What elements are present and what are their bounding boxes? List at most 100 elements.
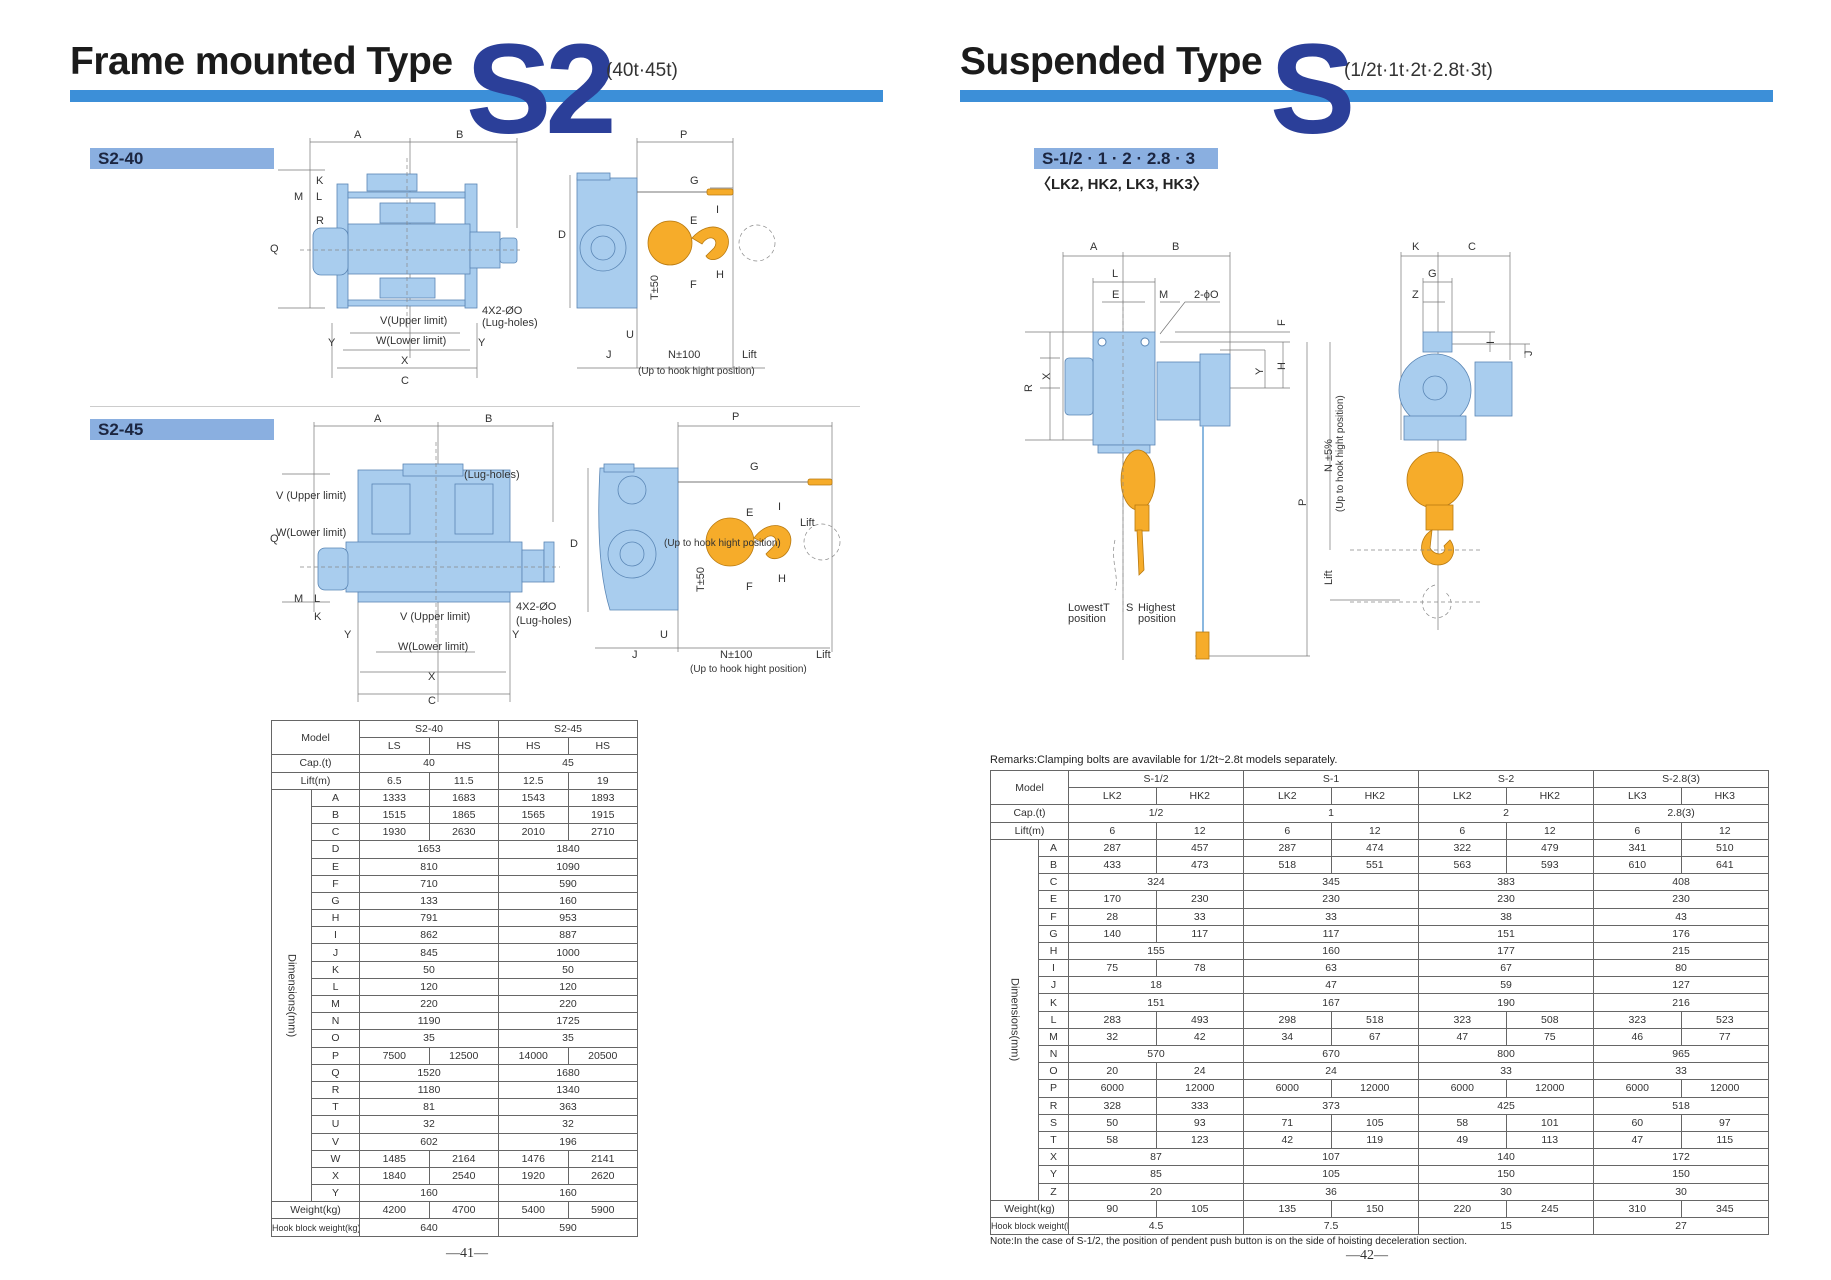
highest-label-2: position	[1138, 613, 1176, 625]
dimension-row: V 602 196	[272, 1132, 639, 1151]
value-cell: 1333	[359, 788, 430, 807]
value-cell: 2	[1418, 804, 1595, 823]
value-cell: 493	[1155, 1010, 1245, 1029]
dimension-key: X	[310, 1166, 361, 1186]
value-cell: 670	[1243, 1044, 1420, 1064]
dim-i: I	[1485, 341, 1497, 344]
dimension-key: X	[1037, 1148, 1070, 1167]
value-cell: 220	[359, 994, 500, 1014]
value-cell: 1865	[428, 805, 500, 825]
value-cell: 75	[1505, 1027, 1595, 1047]
model-group-header: S-2	[1418, 769, 1595, 789]
lowest-label-2: position	[1068, 613, 1106, 625]
value-cell: 80	[1593, 959, 1770, 978]
value-cell: 593	[1505, 855, 1595, 875]
value-cell: 6	[1243, 821, 1332, 840]
dimension-key: I	[1037, 959, 1070, 978]
dim-l: L	[314, 593, 320, 605]
value-cell: 1725	[498, 1012, 639, 1031]
dimension-row: G 140 117 117 151 176	[991, 924, 1770, 943]
value-cell: 101	[1505, 1113, 1595, 1132]
dimension-row: T 81 363	[272, 1098, 639, 1117]
value-cell: 32	[1068, 1027, 1157, 1047]
dim-b: B	[456, 129, 463, 141]
value-cell: 1680	[498, 1063, 639, 1082]
value-cell: 15	[1418, 1216, 1595, 1236]
weight-row: Weight(kg) 4200 4700 5400 5900	[270, 1201, 639, 1220]
cap-row: Cap.(t) 1/2 1 2 2.8(3)	[989, 804, 1770, 823]
value-cell: 1/2	[1068, 804, 1245, 823]
value-cell: 6000	[1593, 1079, 1682, 1098]
dim-v: V (Upper limit)	[400, 611, 470, 623]
lift-row: Lift(m) 6.5 11.5 12.5 19	[270, 771, 639, 790]
value-cell: 6000	[1068, 1079, 1157, 1098]
value-cell: 12000	[1680, 1079, 1770, 1098]
left-page-title: Frame mounted Type	[70, 40, 453, 83]
dimension-row: J 845 1000	[272, 943, 639, 962]
value-cell: 590	[498, 1218, 639, 1237]
variant-header: HK3	[1680, 787, 1770, 806]
dim-f: F	[690, 279, 697, 291]
value-cell: 1653	[359, 840, 500, 859]
dimension-key: U	[310, 1115, 361, 1134]
value-cell: 953	[498, 909, 639, 928]
value-cell: 2.8(3)	[1593, 804, 1770, 823]
dim-h: H	[716, 269, 724, 281]
value-cell: 373	[1243, 1096, 1420, 1115]
dim-n: N±100	[668, 349, 700, 361]
value-cell: 33	[1418, 1062, 1595, 1081]
dim-i: I	[778, 501, 781, 513]
value-cell: 77	[1680, 1027, 1770, 1047]
dimension-key: H	[1037, 941, 1070, 961]
dimensions-label: Dimensions(mm)	[990, 838, 1039, 1201]
value-cell: 1840	[359, 1166, 430, 1186]
dimension-key: Y	[1037, 1165, 1070, 1184]
value-cell: 119	[1330, 1130, 1420, 1150]
dimension-row: K 151 167 190 216	[991, 993, 1770, 1012]
value-cell: 59	[1418, 976, 1595, 995]
value-cell: 641	[1680, 855, 1770, 875]
dimension-row: C 324 345 383 408	[991, 873, 1770, 892]
value-cell: 36	[1243, 1182, 1420, 1201]
value-cell: 345	[1680, 1199, 1770, 1218]
dimension-row: Z 20 36 30 30	[991, 1182, 1770, 1201]
value-cell: 105	[1330, 1113, 1420, 1132]
dimension-row: F 28 33 33 38 43	[991, 907, 1770, 926]
dim-w: W(Lower limit)	[376, 335, 446, 347]
hole-spec: 2-ϕO	[1194, 289, 1219, 301]
dim-q: Q	[270, 243, 279, 255]
value-cell: 140	[1418, 1148, 1595, 1167]
value-cell: 1	[1243, 804, 1420, 823]
dimension-key: L	[310, 977, 361, 997]
dimension-row: E 810 1090	[272, 857, 639, 876]
highest-label-1: Highest	[1138, 602, 1175, 614]
dimension-key: E	[310, 857, 361, 876]
value-cell: 363	[498, 1098, 639, 1117]
row-label: Hook block weight(kg)	[270, 1218, 361, 1237]
value-cell: 60	[1593, 1113, 1682, 1132]
value-cell: 28	[1068, 907, 1157, 926]
dim-u: U	[660, 629, 668, 641]
value-cell: 167	[1243, 993, 1420, 1012]
up-to-hook-note: (Up to hook hight position)	[690, 664, 807, 675]
dim-g: G	[750, 461, 759, 473]
value-cell: 49	[1418, 1130, 1507, 1150]
value-cell: 85	[1068, 1165, 1245, 1184]
side-view: K C G Z I J	[1350, 241, 1535, 630]
dimension-key: H	[310, 909, 361, 928]
dim-lift: Lift	[1323, 570, 1335, 585]
dimension-key: K	[1037, 993, 1070, 1012]
value-cell: 33	[1593, 1062, 1770, 1081]
dimension-key: D	[310, 840, 361, 859]
dim-u: U	[626, 329, 634, 341]
value-cell: 63	[1243, 959, 1420, 978]
section-divider	[90, 406, 860, 407]
value-cell: 322	[1418, 838, 1507, 857]
value-cell: 4200	[359, 1201, 430, 1220]
right-capacities: (1/2t·1t·2t·2.8t·3t)	[1344, 60, 1493, 81]
value-cell: 1683	[428, 788, 500, 807]
value-cell: 32	[498, 1115, 639, 1134]
value-cell: 196	[498, 1132, 639, 1151]
value-cell: 127	[1593, 976, 1770, 995]
value-cell: 20	[1068, 1182, 1245, 1201]
